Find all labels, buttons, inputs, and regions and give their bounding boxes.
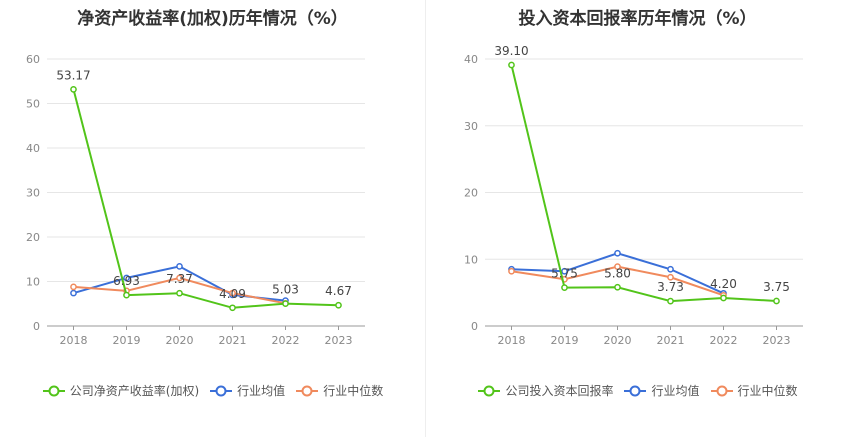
x-tick-label: 2019 <box>551 334 579 347</box>
y-tick-label: 20 <box>26 231 40 244</box>
chart-legend: 公司投入资本回报率 行业均值 行业中位数 <box>425 382 850 399</box>
legend-item[interactable]: 行业中位数 <box>295 382 383 399</box>
data-label: 5.03 <box>272 283 299 297</box>
y-tick-label: 10 <box>26 276 40 289</box>
legend-label: 公司投入资本回报率 <box>505 384 614 398</box>
data-label: 53.17 <box>56 68 90 82</box>
data-point <box>282 300 289 307</box>
data-point <box>667 265 674 273</box>
legend-label: 行业均值 <box>237 384 286 398</box>
series-line <box>72 89 339 309</box>
legend-line-icon <box>296 385 319 396</box>
y-tick-label: 10 <box>464 253 478 266</box>
data-point <box>335 301 342 309</box>
data-label: 39.10 <box>494 44 528 58</box>
chart-title: 投入资本回报率历年情况（%） <box>518 9 757 29</box>
x-tick-label: 2020 <box>166 334 194 347</box>
data-point <box>176 274 183 282</box>
y-tick-label: 60 <box>26 53 40 66</box>
y-tick-label: 30 <box>26 187 40 200</box>
legend-line-icon <box>42 385 65 396</box>
x-tick-label: 2023 <box>325 334 353 347</box>
data-point <box>773 297 780 305</box>
x-tick-label: 2021 <box>657 334 685 347</box>
panel-divider <box>425 0 426 437</box>
x-tick-label: 2018 <box>498 334 526 347</box>
data-point <box>176 289 183 297</box>
data-point <box>561 284 568 291</box>
legend-label: 行业中位数 <box>323 384 384 398</box>
y-tick-label: 50 <box>26 98 40 111</box>
legend-item[interactable]: 行业均值 <box>209 382 285 399</box>
data-point <box>614 283 621 291</box>
roe-chart-panel: 净资产收益率(加权)历年情况（%） 0 10 20 30 40 50 60 2018 2019 2… <box>0 9 425 399</box>
roic-line-chart: 0 10 20 30 40 2018 2019 2020 2021 2022 2023 39.10 5.… <box>464 44 803 347</box>
data-label: 3.75 <box>763 280 790 294</box>
legend-line-icon <box>478 385 501 396</box>
x-tick-label: 2023 <box>763 334 791 347</box>
y-tick-label: 30 <box>464 120 478 133</box>
roic-chart-panel: 投入资本回报率历年情况（%） 0 10 20 30 40 2018 2019 2020 2021… <box>425 0 850 437</box>
x-tick-label: 2020 <box>604 334 632 347</box>
data-point <box>667 273 674 281</box>
data-point <box>508 267 515 275</box>
x-tick-label: 2018 <box>60 334 88 347</box>
x-tick-label: 2022 <box>272 334 300 347</box>
data-point <box>667 297 674 305</box>
x-tick-label: 2022 <box>710 334 738 347</box>
legend-line-icon <box>624 385 647 396</box>
data-point <box>508 61 515 69</box>
data-point <box>123 274 130 282</box>
y-tick-label: 0 <box>471 320 478 333</box>
data-point <box>229 289 236 297</box>
data-label: 4.67 <box>325 284 352 298</box>
legend-label: 行业中位数 <box>737 384 798 398</box>
data-label: 4.09 <box>219 287 246 301</box>
data-point <box>614 263 621 270</box>
data-label: 3.73 <box>657 280 684 294</box>
data-label: 5.75 <box>551 267 578 281</box>
legend-item[interactable]: 行业中位数 <box>710 382 798 399</box>
data-point <box>70 86 77 93</box>
y-tick-label: 40 <box>464 53 478 66</box>
data-label: 4.20 <box>710 277 737 291</box>
data-label: 6.93 <box>113 274 140 288</box>
data-point <box>176 263 183 270</box>
chart-title: 净资产收益率(加权)历年情况（%） <box>77 9 348 29</box>
legend-item[interactable]: 公司净资产收益率(加权) <box>42 382 199 399</box>
y-tick-label: 20 <box>464 187 478 200</box>
data-point <box>614 249 621 257</box>
y-tick-label: 0 <box>33 320 40 333</box>
data-point <box>229 304 236 312</box>
legend-label: 公司净资产收益率(加权) <box>69 384 200 398</box>
chart-legend: 公司净资产收益率(加权) 行业均值 行业中位数 <box>0 382 425 399</box>
data-label: 7.37 <box>166 272 193 286</box>
x-tick-label: 2021 <box>219 334 247 347</box>
data-label: 5.80 <box>604 266 631 280</box>
y-tick-label: 40 <box>26 142 40 155</box>
legend-item[interactable]: 公司投入资本回报率 <box>477 382 613 399</box>
legend-line-icon <box>210 385 233 396</box>
data-point <box>123 291 130 299</box>
data-point <box>561 267 568 275</box>
data-point <box>70 283 77 291</box>
series-line <box>510 64 777 303</box>
x-tick-label: 2019 <box>113 334 141 347</box>
data-point <box>720 294 727 302</box>
legend-line-icon <box>710 385 733 396</box>
legend-item[interactable]: 行业均值 <box>623 382 700 399</box>
roe-line-chart: 0 10 20 30 40 50 60 2018 2019 2020 2021 2022 2023 53.… <box>26 53 365 347</box>
data-point <box>70 289 77 297</box>
legend-label: 行业均值 <box>651 384 700 398</box>
